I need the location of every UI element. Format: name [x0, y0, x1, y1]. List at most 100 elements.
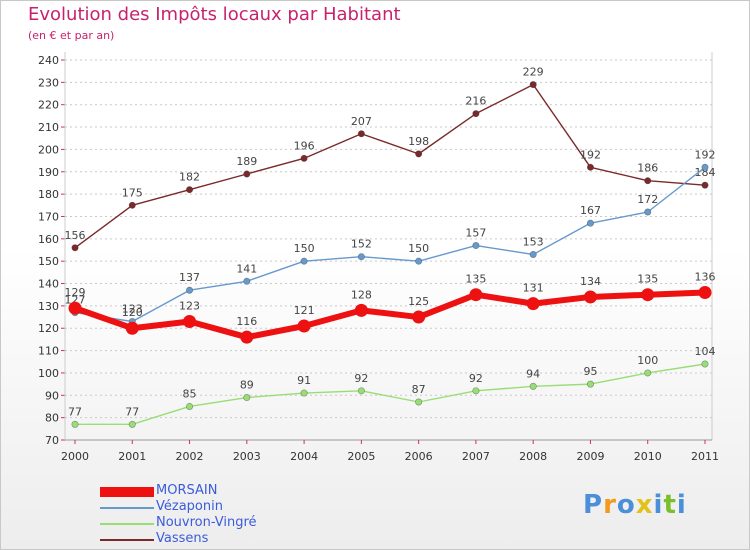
legend-label: MORSAIN: [156, 483, 218, 498]
data-point: [698, 285, 712, 299]
y-tick-label: 110: [38, 345, 59, 358]
data-point: [415, 257, 423, 265]
data-point: [300, 154, 308, 162]
data-point: [300, 389, 308, 397]
data-label: 167: [580, 204, 601, 217]
data-point: [472, 242, 480, 250]
data-point: [240, 330, 254, 344]
data-label: 186: [637, 162, 658, 175]
x-tick-label: 2009: [576, 450, 604, 463]
logo-letter: i: [653, 490, 664, 520]
y-tick-label: 200: [38, 143, 59, 156]
data-point: [529, 382, 537, 390]
chart-subtitle: (en € et par an): [28, 29, 115, 42]
y-tick-label: 160: [38, 233, 59, 246]
data-point: [644, 177, 652, 185]
logo-letter: P: [583, 490, 604, 520]
y-tick-label: 80: [45, 412, 59, 425]
data-point: [71, 420, 79, 428]
logo-letter: x: [635, 490, 654, 520]
data-point: [300, 257, 308, 265]
data-label: 229: [523, 66, 544, 79]
data-point: [583, 290, 597, 304]
data-point: [526, 297, 540, 311]
data-label: 216: [465, 95, 486, 108]
data-point: [354, 303, 368, 317]
data-label: 91: [297, 374, 311, 387]
data-label: 87: [412, 383, 426, 396]
series-line-vassens: [74, 83, 706, 249]
data-point: [701, 360, 709, 368]
data-label: 141: [236, 262, 257, 275]
data-point: [243, 394, 251, 402]
data-label: 189: [236, 155, 257, 168]
data-label: 135: [637, 273, 658, 286]
y-tick-label: 180: [38, 188, 59, 201]
x-tick-label: 2001: [118, 450, 146, 463]
data-label: 95: [583, 365, 597, 378]
data-label: 85: [183, 387, 197, 400]
data-label: 184: [695, 166, 716, 179]
data-point: [68, 301, 82, 315]
data-point: [701, 181, 709, 189]
logo-letter: r: [603, 490, 617, 520]
x-tick-label: 2003: [233, 450, 261, 463]
y-tick-label: 220: [38, 99, 59, 112]
legend-swatch: [100, 507, 154, 509]
data-label: 100: [637, 354, 658, 367]
data-point: [71, 244, 79, 252]
legend-swatch: [100, 523, 154, 525]
y-tick-label: 130: [38, 300, 59, 313]
data-label: 192: [580, 148, 601, 161]
data-point: [586, 219, 594, 227]
data-label: 120: [122, 306, 143, 319]
y-tick-label: 120: [38, 322, 59, 335]
data-point: [297, 319, 311, 333]
data-label: 175: [122, 186, 143, 199]
data-point: [183, 315, 197, 329]
data-label: 150: [408, 242, 429, 255]
data-label: 196: [294, 139, 315, 152]
data-point: [586, 163, 594, 171]
logo-letter: t: [663, 490, 677, 520]
data-label: 92: [469, 372, 483, 385]
data-label: 135: [465, 273, 486, 286]
data-label: 77: [125, 405, 139, 418]
x-tick-label: 2002: [176, 450, 204, 463]
data-label: 182: [179, 171, 200, 184]
logo-letter: i: [676, 490, 687, 520]
data-label: 134: [580, 275, 601, 288]
data-label: 123: [122, 303, 143, 316]
data-point: [644, 369, 652, 377]
y-tick-label: 240: [38, 54, 59, 67]
data-point: [641, 288, 655, 302]
y-tick-label: 230: [38, 76, 59, 89]
data-point: [243, 277, 251, 285]
logo-letter: o: [616, 490, 636, 520]
x-tick-label: 2000: [61, 450, 89, 463]
data-label: 89: [240, 379, 254, 392]
data-point: [586, 380, 594, 388]
x-tick-label: 2005: [347, 450, 375, 463]
y-tick-label: 70: [45, 434, 59, 447]
proxiti-logo: Proxiti: [583, 490, 687, 520]
data-label: 104: [695, 345, 716, 358]
data-label: 150: [294, 242, 315, 255]
line-chart: 7080901001101201301401501601701801902002…: [38, 52, 719, 463]
data-point: [186, 186, 194, 194]
data-point: [128, 420, 136, 428]
data-label: 137: [179, 271, 200, 284]
data-point: [412, 310, 426, 324]
y-tick-label: 100: [38, 367, 59, 380]
y-tick-label: 140: [38, 278, 59, 291]
data-label: 127: [65, 294, 86, 307]
data-point: [472, 110, 480, 118]
y-tick-label: 210: [38, 121, 59, 134]
legend-swatch: [100, 487, 154, 497]
data-point: [415, 150, 423, 158]
data-point: [469, 288, 483, 302]
x-tick-label: 2008: [519, 450, 547, 463]
x-tick-label: 2010: [634, 450, 662, 463]
y-tick-label: 90: [45, 389, 59, 402]
